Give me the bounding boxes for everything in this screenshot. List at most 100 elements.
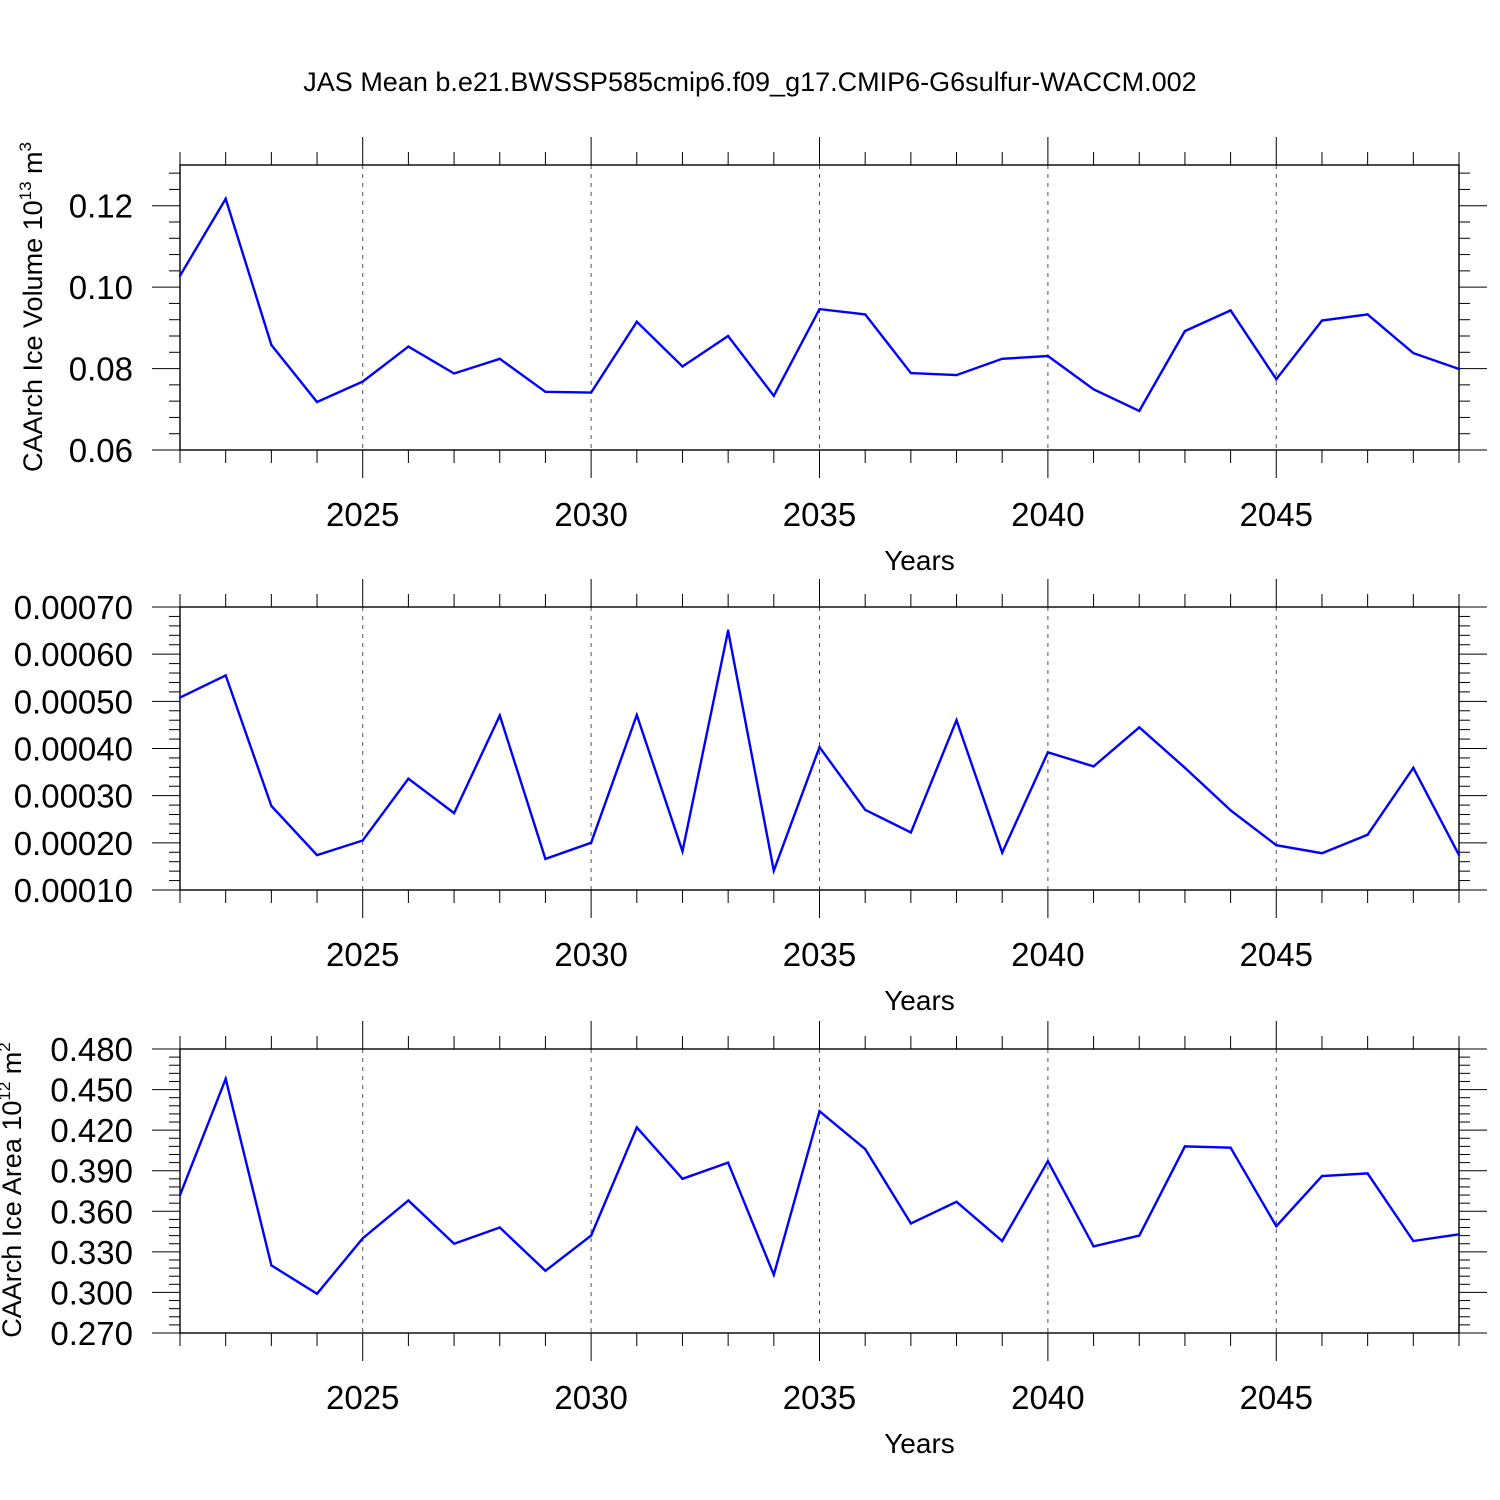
figure-title: JAS Mean b.e21.BWSSP585cmip6.f09_g17.CMI… [303, 67, 1196, 97]
data-point [498, 714, 501, 717]
data-point [407, 345, 410, 348]
data-point [315, 853, 319, 857]
data-point [818, 1110, 821, 1113]
data-point [1412, 351, 1415, 355]
data-point [726, 334, 730, 338]
data-point [1183, 329, 1187, 333]
y-tick-label: 0.00050 [14, 683, 133, 720]
data-point [315, 1292, 319, 1295]
data-point [726, 1161, 730, 1164]
data-point [178, 274, 182, 277]
data-point [270, 804, 273, 808]
y-tick-label: 0.330 [50, 1234, 133, 1271]
y-tick-label: 0.450 [50, 1072, 133, 1109]
data-point [1092, 388, 1095, 391]
x-tick-label: 2035 [783, 1379, 856, 1416]
data-point [772, 1273, 776, 1277]
data-point [1275, 1224, 1278, 1228]
data-point [1320, 1174, 1324, 1178]
y-tick-label: 0.360 [50, 1193, 133, 1230]
x-tick-label: 2045 [1240, 1379, 1313, 1416]
data-point [452, 1242, 456, 1245]
y-tick-label: 0.300 [50, 1274, 133, 1311]
chart-panel-1: 2025 2030 2035 2040 2045 0.06 0.08 0.10 0.12 Year… [16, 137, 1487, 576]
x-tick-label: 2025 [326, 496, 399, 533]
data-point [315, 400, 319, 404]
data-point [224, 1077, 227, 1080]
data-point [1092, 1245, 1095, 1248]
data-point [1183, 1145, 1187, 1148]
data-point [1366, 1172, 1369, 1175]
data-point [1046, 1160, 1050, 1163]
x-axis-label: Years [884, 545, 955, 576]
data-point [1457, 1233, 1461, 1236]
data-point [1046, 751, 1050, 754]
x-tick-label: 2040 [1011, 1379, 1084, 1416]
y-axis-label: CAArch Ice Volume 1013 m3 [16, 142, 48, 472]
y-tick-label: 0.00040 [14, 731, 133, 768]
data-point [1001, 851, 1004, 854]
data-point [1275, 377, 1278, 381]
plot-frame [179, 1048, 1460, 1334]
data-point [772, 869, 776, 872]
y-tick-label: 0.08 [69, 351, 133, 388]
data-point [452, 811, 456, 815]
x-tick-label: 2035 [783, 936, 856, 973]
y-tick-label: 0.12 [69, 188, 133, 225]
x-tick-label: 2045 [1240, 936, 1313, 973]
data-point [589, 391, 593, 394]
data-point [452, 372, 456, 375]
data-point [1320, 852, 1324, 855]
y-tick-label: 0.00030 [14, 778, 133, 815]
data-point [635, 1126, 638, 1129]
data-point [1046, 354, 1050, 358]
y-tick-label: 0.390 [50, 1153, 133, 1190]
data-point [178, 1193, 182, 1197]
data-point [1275, 843, 1278, 847]
x-tick-label: 2045 [1240, 496, 1313, 533]
y-tick-label: 0.420 [50, 1112, 133, 1149]
data-point [498, 1226, 501, 1229]
x-axis-label: Years [884, 985, 955, 1016]
data-point [955, 373, 958, 377]
data-point [1138, 1234, 1141, 1237]
x-axis-label: Years [884, 1428, 955, 1459]
data-point [1138, 409, 1141, 413]
x-tick-label: 2040 [1011, 496, 1084, 533]
data-point [1366, 313, 1369, 316]
data-point [1229, 1146, 1232, 1149]
data-point [726, 629, 730, 632]
data-point [1183, 766, 1187, 770]
data-point [178, 696, 182, 699]
data-point [1138, 726, 1141, 729]
y-tick-label: 0.06 [69, 432, 133, 469]
panels: 2025 2030 2035 2040 2045 0.06 0.08 0.10 0.12 Year… [0, 137, 1487, 1459]
y-tick-label: 0.10 [69, 269, 133, 306]
data-point [270, 1264, 273, 1267]
data-point [224, 197, 227, 200]
data-point [681, 850, 684, 853]
data-point [772, 394, 776, 398]
data-point [818, 307, 821, 311]
data-point [635, 713, 638, 717]
data-point [635, 320, 638, 323]
data-point [544, 1269, 547, 1272]
x-tick-label: 2025 [326, 1379, 399, 1416]
data-point [1412, 1239, 1415, 1243]
data-point [1229, 309, 1232, 312]
data-point [1229, 809, 1232, 812]
data-point [544, 857, 547, 861]
data-point [1001, 1239, 1004, 1243]
data-point [1366, 833, 1369, 837]
data-point [863, 808, 867, 812]
data-point [681, 365, 684, 368]
y-tick-label: 0.00060 [14, 636, 133, 673]
data-point [361, 380, 364, 383]
y-tick-label: 0.270 [50, 1315, 133, 1352]
data-point [863, 1147, 867, 1151]
data-point [818, 745, 821, 749]
data-point [1001, 357, 1004, 360]
data-point [498, 357, 501, 360]
